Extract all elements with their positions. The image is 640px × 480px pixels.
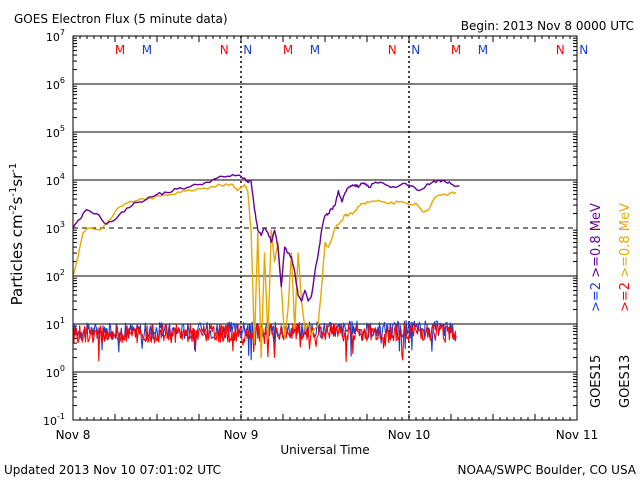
y-tick-label: 10-1 <box>43 412 65 428</box>
updated-timestamp: Updated 2013 Nov 10 07:01:02 UTC <box>4 463 221 477</box>
marker-label: M <box>115 43 125 57</box>
gridlines <box>73 37 577 407</box>
legend-goes13-08mev: >=0.8 MeV <box>618 203 633 278</box>
x-tick-label: Nov 8 <box>56 428 91 442</box>
svg-text:>=2 >=0.8 MeV: >=2 >=0.8 MeV <box>618 203 633 312</box>
legend-goes15-2mev: >=2 <box>589 282 604 312</box>
series-lines <box>72 173 460 363</box>
credit-label: NOAA/SWPC Boulder, CO USA <box>458 463 637 477</box>
svg-text:Particles cm-2s-1sr-1: Particles cm-2s-1sr-1 <box>8 163 26 306</box>
x-axis-label: Universal Time <box>280 443 369 457</box>
marker-label: N <box>388 43 397 57</box>
series-goes15-08mev <box>72 173 460 302</box>
legend-goes13-label: GOES13 <box>618 355 633 408</box>
x-tick-label: Nov 11 <box>556 428 599 442</box>
marker-label: N <box>220 43 229 57</box>
x-tick-label: Nov 10 <box>388 428 431 442</box>
legend-goes15: >=2 >=0.8 MeV <box>589 203 604 312</box>
marker-label: M <box>451 43 461 57</box>
y-tick-label: 106 <box>46 76 65 92</box>
marker-label: N <box>579 43 588 57</box>
series-goes13-2mev <box>72 322 457 363</box>
y-tick-label: 103 <box>46 220 65 236</box>
legend-goes15-08mev: >=0.8 MeV <box>589 203 604 278</box>
begin-time: Begin: 2013 Nov 8 0000 UTC <box>461 19 634 33</box>
legend-goes15-label: GOES15 <box>589 355 604 408</box>
y-tick-label: 105 <box>46 124 65 140</box>
legend-goes13-2mev: >=2 <box>618 282 633 312</box>
plot-frame <box>72 35 578 421</box>
y-tick-label: 100 <box>46 364 65 380</box>
series-goes15-2mev <box>72 320 457 361</box>
svg-text:>=2 >=0.8 MeV: >=2 >=0.8 MeV <box>589 203 604 312</box>
marker-label: N <box>411 43 420 57</box>
x-tick-labels: Nov 8 Nov 9 Nov 10 Nov 11 <box>56 428 599 442</box>
marker-label: N <box>243 43 252 57</box>
marker-label: M <box>142 43 152 57</box>
x-tick-label: Nov 9 <box>224 428 259 442</box>
y-tick-label: 107 <box>46 28 65 44</box>
marker-label: M <box>478 43 488 57</box>
y-tick-label: 101 <box>46 316 65 332</box>
y-tick-label: 104 <box>46 172 65 188</box>
marker-label: M <box>283 43 293 57</box>
y-tick-labels: 107 106 105 104 103 102 101 100 10-1 <box>43 28 65 428</box>
legend-goes13: >=2 >=0.8 MeV <box>618 203 633 312</box>
chart-title: GOES Electron Flux (5 minute data) <box>14 12 228 26</box>
y-tick-label: 102 <box>46 268 65 284</box>
series-goes13-08mev <box>72 183 457 359</box>
marker-label: N <box>556 43 565 57</box>
y-axis-label: Particles cm-2s-1sr-1 <box>8 163 26 306</box>
marker-label: M <box>310 43 320 57</box>
